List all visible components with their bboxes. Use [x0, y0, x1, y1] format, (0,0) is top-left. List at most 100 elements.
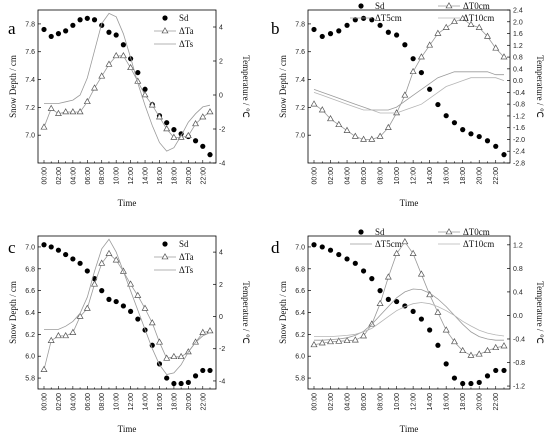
x-tick-label: 18:00	[460, 393, 467, 411]
series-sd-point	[427, 327, 433, 333]
series-t0cm-point	[401, 237, 409, 245]
series-sd-point	[468, 380, 474, 387]
x-tick-label: 02:00	[56, 393, 63, 411]
right-axis-label: Temperature / ℃	[241, 55, 251, 117]
right-tick-label: 2	[219, 59, 223, 66]
series-sd-point	[344, 22, 350, 28]
series-sd-point	[319, 33, 325, 40]
series-ta-point	[127, 280, 135, 287]
legend-label: ΔT10cm	[463, 239, 494, 249]
series-ta-point	[62, 331, 70, 339]
x-tick-label: 04:00	[70, 167, 77, 185]
series-ta-point	[83, 304, 91, 311]
left-tick-label: 6.6	[295, 288, 305, 295]
series-sd-point	[460, 380, 466, 387]
left-tick-label: 6.4	[295, 310, 305, 317]
left-tick-label: 7.0	[295, 133, 305, 140]
legend-sd: Sd	[162, 13, 189, 23]
series-ta-point	[83, 97, 91, 105]
legend-t5cm: ΔT5cm	[350, 13, 402, 23]
series-ta-point	[40, 365, 48, 372]
series-ta-point	[199, 113, 207, 120]
series-t0cm-point	[442, 326, 450, 333]
left-axis-label: Snow Depth / cm	[8, 55, 18, 118]
x-tick-label: 10:00	[114, 393, 121, 411]
series-sd-point	[55, 247, 62, 253]
right-tick-label: -1.2	[513, 384, 525, 391]
series-t0cm-point	[326, 114, 335, 122]
series-sd-point	[493, 367, 499, 374]
x-axis-label: Time	[400, 198, 419, 208]
series-sd-point	[55, 31, 62, 37]
series-t0cm-point	[483, 346, 492, 354]
series-sd-point	[171, 127, 177, 133]
x-tick-label: 08:00	[99, 167, 106, 185]
series-ta-point	[76, 312, 84, 319]
x-tick-label: 04:00	[345, 167, 352, 185]
left-tick-label: 7.8	[25, 21, 35, 28]
series-sd-point	[352, 260, 358, 266]
series-t0cm-point	[459, 14, 467, 22]
right-tick-label: 4	[219, 250, 223, 257]
left-tick-label: 6.2	[295, 332, 305, 339]
series-t10cm-line	[314, 302, 505, 337]
series-t0cm-point	[393, 249, 401, 256]
right-tick-label: 0.8	[513, 266, 523, 273]
series-ta-point	[55, 331, 62, 339]
legend-label: Sd	[179, 239, 189, 249]
series-sd-point	[41, 242, 47, 248]
series-sd-point	[63, 28, 69, 34]
series-t0cm-point	[492, 343, 500, 351]
series-ta-point	[76, 108, 84, 115]
right-axis-label: Temperature / ℃	[241, 281, 251, 343]
x-tick-label: 16:00	[157, 393, 164, 411]
series-sd-point	[128, 308, 134, 315]
legend-label: ΔT5cm	[375, 239, 402, 249]
series-ta-point	[184, 131, 192, 139]
series-ta-point	[177, 352, 185, 360]
series-ta-point	[192, 119, 199, 127]
series-ta-point	[40, 123, 48, 130]
x-tick-label: 04:00	[70, 393, 77, 411]
series-sd-point	[84, 15, 90, 21]
series-t0cm-point	[442, 23, 450, 30]
legend-sd: Sd	[358, 1, 385, 11]
series-sd-point	[84, 268, 90, 274]
series-t10cm-line	[313, 77, 505, 114]
left-tick-label: 7.4	[295, 77, 305, 84]
series-sd-point	[70, 22, 76, 28]
plot-frame	[307, 9, 511, 164]
right-tick-label: 0	[219, 314, 223, 321]
right-tick-label: 0.4	[513, 289, 523, 296]
series-sd-point	[319, 244, 325, 250]
x-tick-label: 08:00	[378, 167, 385, 185]
right-tick-label: -4	[219, 378, 225, 385]
series-sd-point	[41, 26, 47, 33]
x-tick-label: 08:00	[99, 393, 106, 411]
x-tick-label: 22:00	[493, 393, 500, 411]
series-t0cm-point	[467, 20, 475, 27]
legend-label: Sd	[179, 13, 189, 23]
panel-letter: d	[271, 238, 280, 257]
series-sd-point	[106, 296, 112, 302]
left-tick-label: 6.8	[295, 266, 305, 273]
series-sd-point	[385, 296, 391, 302]
x-tick-label: 20:00	[186, 167, 193, 185]
right-tick-label: 0.0	[513, 313, 523, 320]
series-sd-point	[48, 33, 54, 40]
x-tick-label: 20:00	[186, 393, 193, 411]
series-t0cm-point	[360, 332, 367, 339]
series-sd-point	[360, 268, 367, 274]
x-tick-label: 02:00	[56, 167, 63, 185]
series-sd-point	[410, 308, 416, 315]
series-ta-point	[192, 338, 199, 345]
x-tick-label: 02:00	[328, 167, 335, 185]
right-tick-label: -1.6	[513, 125, 525, 132]
series-sd-point	[164, 375, 170, 381]
x-tick-label: 10:00	[114, 167, 121, 185]
x-tick-label: 22:00	[493, 167, 500, 185]
right-tick-label: -0.8	[513, 102, 525, 109]
series-sd-point	[394, 298, 400, 305]
left-tick-label: 7.6	[295, 49, 305, 56]
series-sd-point	[48, 244, 54, 250]
